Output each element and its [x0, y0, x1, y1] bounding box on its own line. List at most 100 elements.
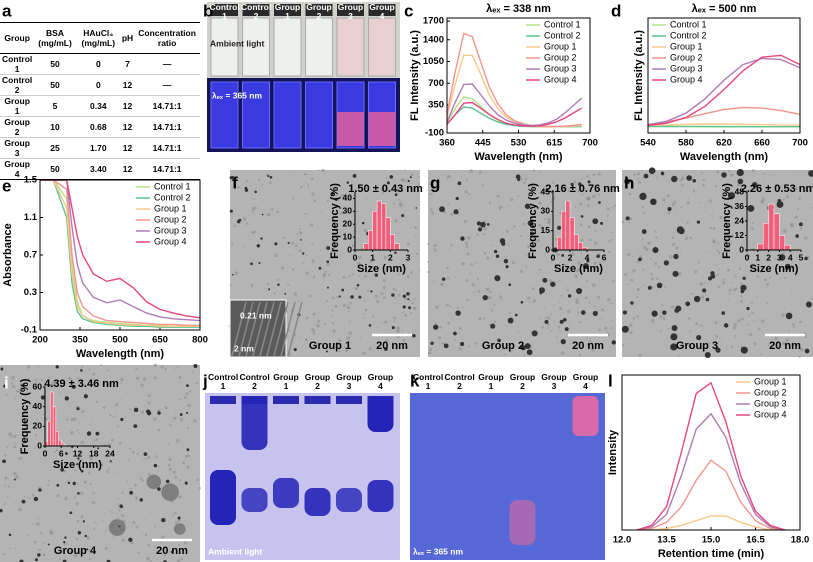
tem-texture — [597, 328, 601, 332]
tem-texture — [807, 239, 809, 241]
tem-texture — [708, 250, 711, 253]
table-row: Group 2 10 0.68 12 14.71:1 — [0, 116, 200, 138]
x-tick-label: 0 — [353, 252, 358, 262]
tem-texture — [651, 277, 654, 281]
tem-texture — [581, 193, 584, 196]
tem-texture — [129, 408, 132, 411]
tem-texture — [175, 520, 178, 524]
tem-texture — [322, 274, 326, 278]
tem-texture — [550, 313, 552, 316]
tem-group-label: Group 1 — [309, 340, 351, 352]
tem-texture — [117, 503, 120, 506]
line-series — [40, 180, 200, 327]
nanoparticle — [302, 252, 305, 255]
nanoparticle — [60, 467, 64, 472]
nanoparticle — [596, 254, 600, 259]
nanoparticle — [507, 317, 514, 324]
nanoparticle — [576, 287, 583, 295]
table-cell: 10 — [34, 116, 76, 138]
tem-texture — [332, 244, 336, 247]
nanoparticle — [329, 187, 332, 190]
nanoparticle — [368, 324, 372, 327]
tem-texture — [408, 259, 411, 261]
tem-texture — [307, 186, 310, 188]
nanoparticle — [581, 310, 586, 315]
tem-texture — [360, 336, 362, 338]
tem-texture — [196, 433, 198, 435]
scale-bar-label: 20 nm — [376, 340, 408, 352]
tem-texture — [363, 229, 367, 233]
x-axis-label: Size (nm) — [53, 459, 102, 471]
tem-texture — [464, 241, 469, 246]
tem-texture — [795, 187, 799, 191]
x-tick-label: 350 — [72, 335, 88, 346]
nanoparticle — [798, 222, 803, 227]
x-tick-label: 3 — [777, 252, 782, 262]
tem-texture — [734, 334, 737, 338]
tem-texture — [3, 454, 7, 457]
tem-texture — [157, 465, 160, 468]
tem-texture — [193, 418, 197, 423]
nanoparticle — [139, 498, 143, 502]
x-tick-label: 3 — [406, 252, 411, 262]
tem-texture — [689, 330, 692, 333]
tem-texture — [471, 282, 475, 287]
gel-well — [210, 396, 236, 404]
y-axis-label: Frequency (%) — [527, 183, 539, 259]
nanoparticle — [145, 409, 151, 414]
tem-texture — [800, 227, 803, 230]
tem-texture — [790, 222, 794, 227]
nanoparticle — [394, 193, 398, 197]
tem-texture — [139, 477, 143, 480]
tem-texture — [485, 287, 490, 292]
tem-texture — [659, 315, 663, 319]
tem-texture — [362, 351, 366, 356]
tem-texture — [600, 317, 603, 320]
nanoparticle — [776, 201, 784, 208]
tem-texture — [324, 270, 327, 273]
tem-texture — [621, 220, 624, 224]
nanoparticle — [517, 177, 521, 182]
gel-band — [336, 488, 362, 512]
nanoparticle — [647, 285, 652, 290]
tem-texture — [712, 209, 715, 211]
nanoparticle — [256, 244, 261, 248]
tem-texture — [137, 551, 140, 554]
legend-label: Group 3 — [544, 63, 577, 73]
nanoparticle — [514, 313, 518, 317]
y-tick-label: 0 — [739, 244, 744, 254]
nanoparticle — [341, 288, 345, 292]
tem-texture — [191, 371, 194, 374]
tem-texture — [734, 275, 737, 278]
tem-texture — [428, 351, 432, 355]
table-cell: — — [134, 74, 200, 96]
tem-texture — [394, 219, 398, 223]
tem-texture — [799, 347, 802, 350]
y-tick-label: -100 — [425, 128, 444, 139]
nanoparticle — [69, 511, 73, 515]
tem-texture — [524, 178, 528, 181]
x-tick-label: 530 — [511, 138, 527, 149]
tem-texture — [710, 214, 713, 217]
nanoparticle — [72, 481, 76, 486]
tem-texture — [395, 289, 398, 292]
tem-texture — [548, 279, 552, 283]
tem-texture — [393, 321, 396, 323]
tem-texture — [89, 456, 93, 460]
nanoparticle — [710, 274, 716, 279]
tem-texture — [608, 240, 611, 243]
x-tick-label: 4 — [585, 252, 590, 262]
tem-texture — [550, 200, 553, 203]
nanoparticle — [330, 192, 334, 196]
tem-texture — [335, 195, 338, 198]
nanoparticle — [274, 242, 278, 246]
nanoparticle — [338, 295, 341, 298]
tem-texture — [798, 355, 801, 358]
tem-texture — [458, 208, 461, 211]
tem-texture — [447, 203, 450, 205]
tem-texture — [806, 255, 809, 258]
tem-texture — [428, 347, 433, 352]
tem-texture — [49, 469, 52, 471]
tem-texture — [586, 196, 590, 201]
tem-texture — [469, 172, 471, 174]
